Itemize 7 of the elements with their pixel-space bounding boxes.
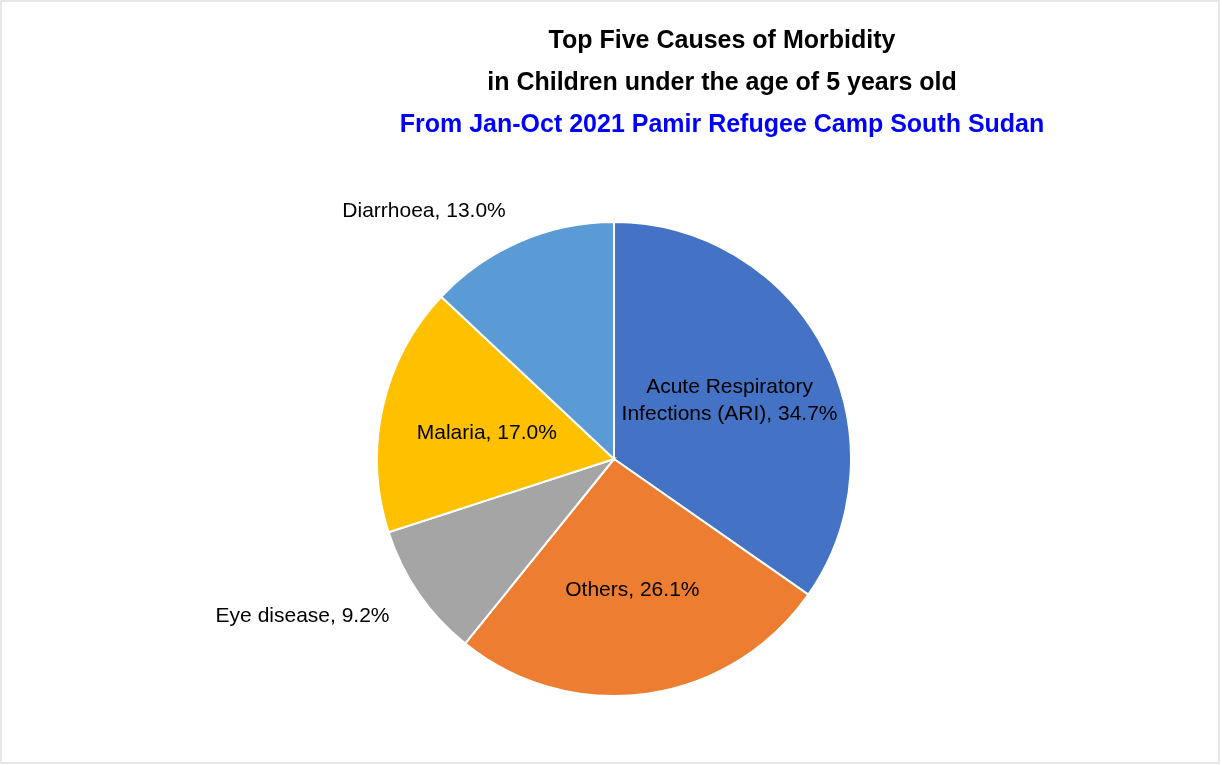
chart-title: Top Five Causes of Morbidity in Children under the age of 5 years old bbox=[487, 25, 957, 95]
slice-label: Others, 26.1% bbox=[565, 577, 700, 601]
slice-label: Acute Respiratory Infections (ARI), 34.7% bbox=[621, 374, 838, 425]
slice-label: Malaria, 17.0% bbox=[416, 419, 557, 443]
slice-label: Eye disease, 9.2% bbox=[215, 602, 390, 626]
slice-label: Diarrhoea, 13.0% bbox=[342, 197, 506, 221]
chart-subtitle: From Jan-Oct 2021 Pamir Refugee Camp South Sudan bbox=[399, 109, 1045, 137]
